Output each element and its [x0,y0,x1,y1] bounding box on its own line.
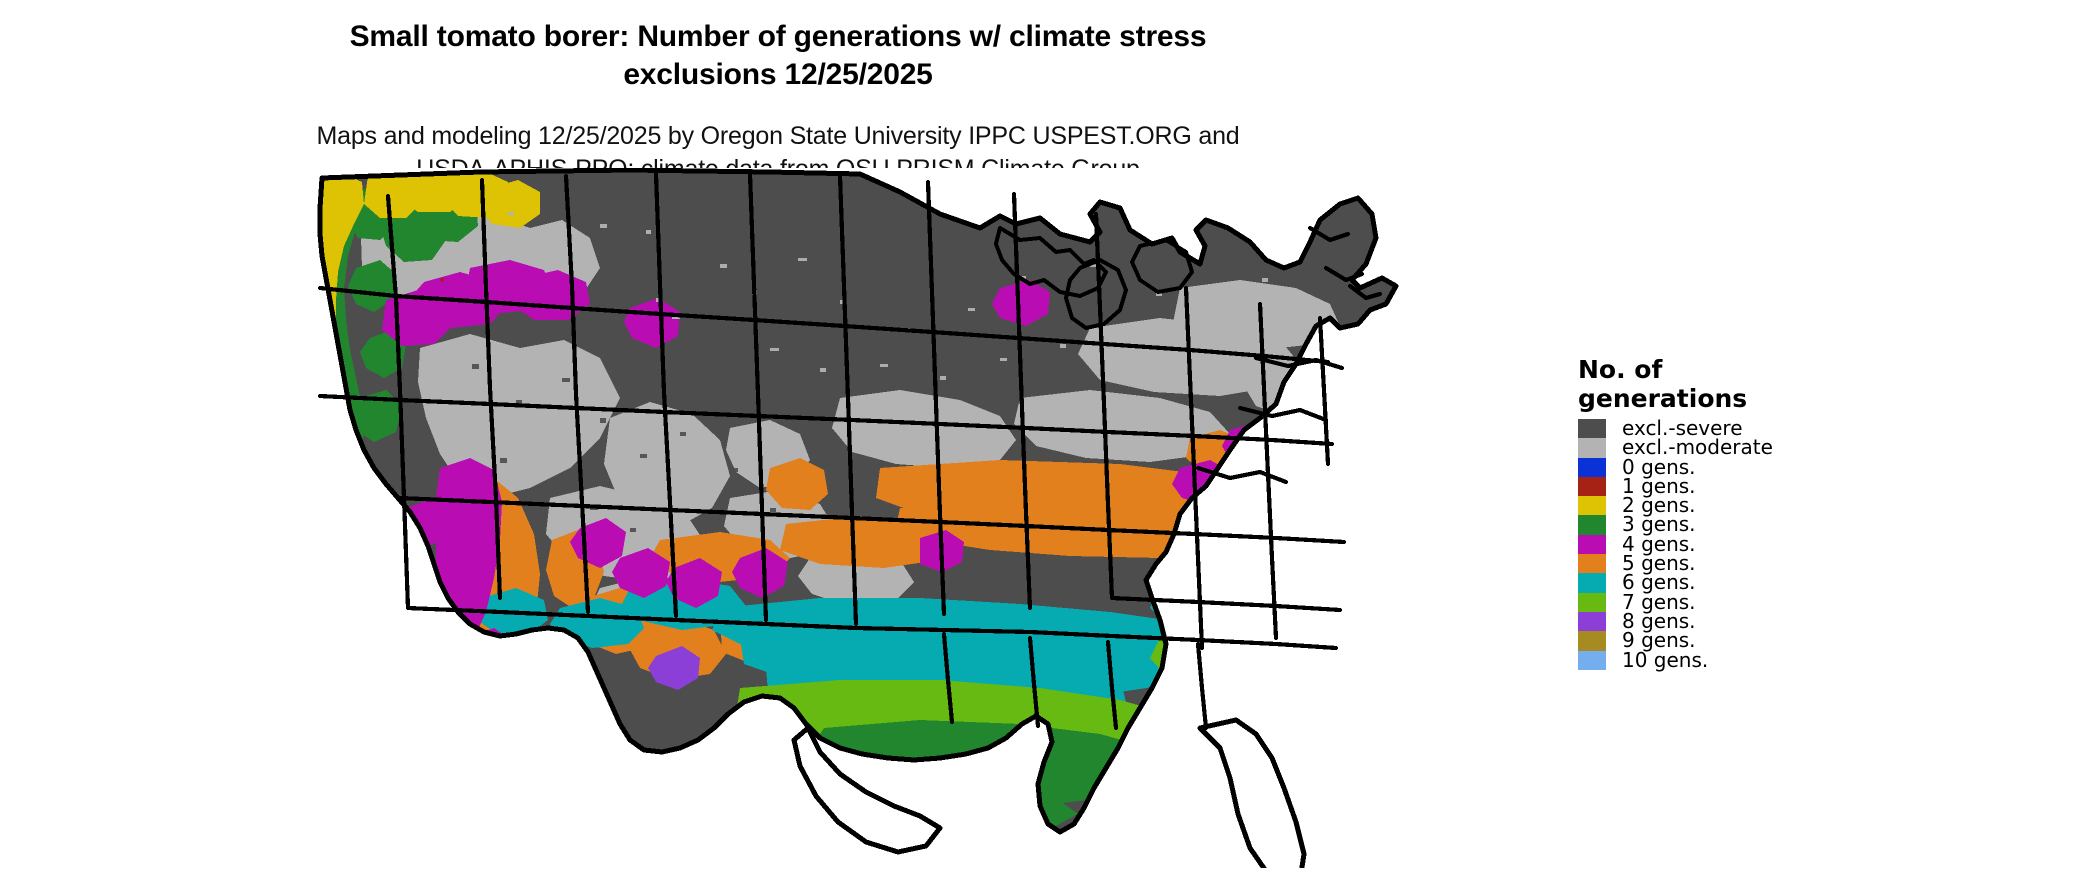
legend-color-swatch [1578,438,1606,458]
legend-color-swatch [1578,554,1606,574]
legend-item-label: 5 gens. [1622,551,1696,576]
legend-color-swatch [1578,457,1606,477]
legend-item[interactable]: 5 gens. [1578,551,1918,576]
legend-color-swatch [1578,592,1606,612]
legend-item-label: 1 gens. [1622,473,1696,498]
legend-item-label: 2 gens. [1622,493,1696,518]
legend-item-label: excl.-severe [1622,416,1743,440]
legend-item[interactable]: 7 gens. [1578,589,1918,614]
legend-color-swatch [1578,631,1606,651]
legend-items: excl.-severe excl.-moderate 0 gens. 1 gens.… [1578,416,1918,672]
legend-title: No. of generations [1578,355,1748,413]
legend-title-line-2: generations [1578,384,1748,413]
legend-item-label: 6 gens. [1622,570,1696,595]
title-line-1: Small tomato borer: Number of generation… [349,20,1207,53]
legend-item[interactable]: excl.-moderate [1578,435,1918,460]
legend-item[interactable]: 6 gens. [1578,570,1918,595]
legend-item[interactable]: 10 gens. [1578,647,1918,672]
legend-item[interactable]: 9 gens. [1578,628,1918,653]
legend-color-swatch [1578,611,1606,632]
legend-color-swatch [1578,496,1606,516]
page-title: Small tomato borer: Number of generation… [0,18,1556,94]
legend-color-swatch [1578,419,1606,439]
band-1-gens [320,217,444,282]
legend-color-swatch [1578,515,1606,535]
legend-item[interactable]: 8 gens. [1578,608,1918,633]
legend-color-swatch [1578,573,1606,593]
map-texture-severe [472,364,776,532]
legend-item[interactable]: 4 gens. [1578,531,1918,556]
legend-color-swatch [1578,476,1606,497]
legend-color-swatch [1578,650,1606,670]
map-raster-layer [320,170,1396,832]
legend-item-label: 3 gens. [1622,512,1696,537]
legend-item-label: excl.-moderate [1622,435,1773,460]
legend-item-label: 10 gens. [1622,647,1709,672]
legend-item[interactable]: 0 gens. [1578,454,1918,479]
subtitle-line-1: Maps and modeling 12/25/2025 by Oregon S… [316,122,1240,150]
legend-title-line-1: No. of [1578,355,1663,384]
legend-item[interactable]: 3 gens. [1578,512,1918,537]
legend-item[interactable]: excl.-severe [1578,416,1918,440]
legend-color-swatch [1578,534,1606,555]
map-legend: No. of generations excl.-severe excl.-mod… [1578,355,1918,670]
legend-item-label: 7 gens. [1622,589,1696,614]
legend-item-label: 8 gens. [1622,608,1696,633]
legend-item[interactable]: 2 gens. [1578,493,1918,518]
legend-item[interactable]: 1 gens. [1578,473,1918,498]
title-line-2: exclusions 12/25/2025 [623,58,933,91]
legend-item-label: 9 gens. [1622,628,1696,653]
state-boundaries [317,168,1399,868]
us-choropleth-map [300,168,1480,868]
legend-item-label: 0 gens. [1622,454,1696,479]
legend-item-label: 4 gens. [1622,531,1696,556]
